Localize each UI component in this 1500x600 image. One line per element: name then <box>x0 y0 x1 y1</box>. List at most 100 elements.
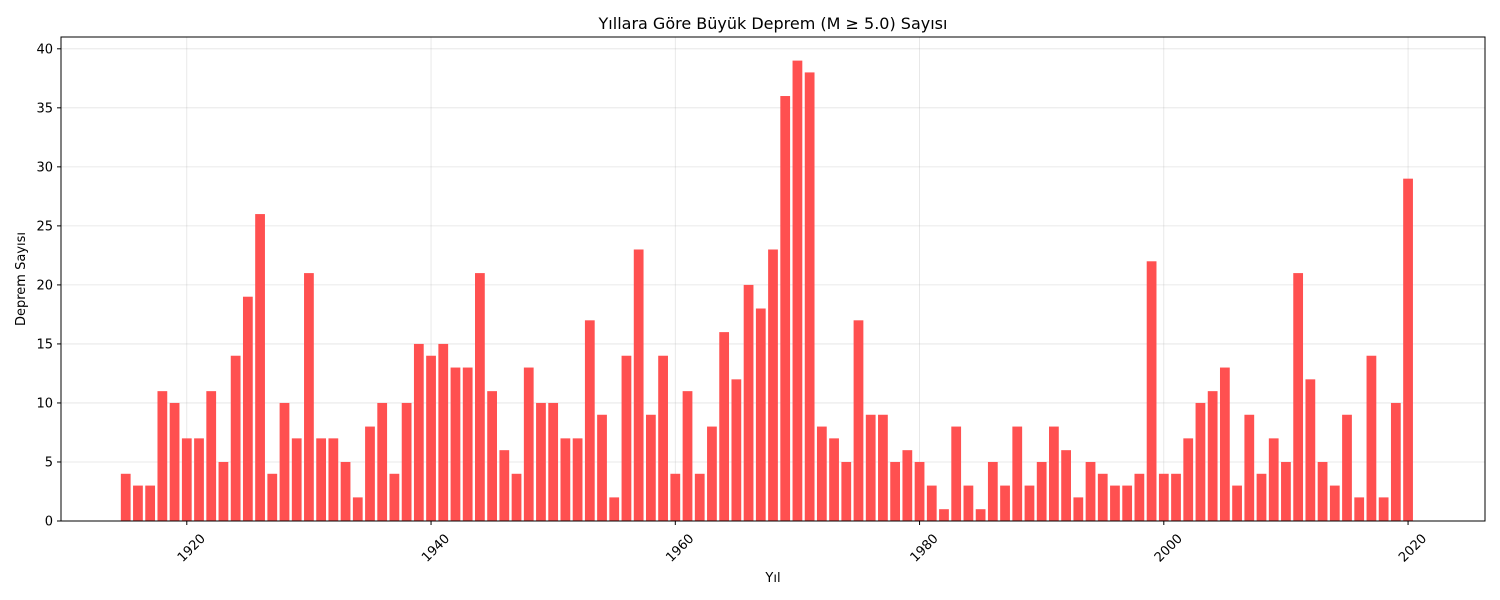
bar-1989 <box>1024 485 1035 521</box>
bar-1982 <box>939 509 949 521</box>
bar-1976 <box>865 414 876 521</box>
bar-1944 <box>475 273 485 521</box>
bar-1948 <box>523 367 534 521</box>
y-tick-label: 25 <box>36 219 53 234</box>
bar-1973 <box>829 438 839 521</box>
bar-1930 <box>304 273 314 521</box>
x-tick-label: 1940 <box>419 531 453 565</box>
bar-1941 <box>438 343 449 521</box>
bar-2005 <box>1219 367 1230 521</box>
bar-1977 <box>878 414 888 521</box>
bar-1949 <box>536 402 546 521</box>
bar-2010 <box>1281 461 1291 521</box>
bar-2019 <box>1390 402 1401 521</box>
bar-2004 <box>1207 391 1218 521</box>
bar-1946 <box>499 450 510 521</box>
bar-1933 <box>340 461 351 521</box>
bar-2011 <box>1293 273 1304 521</box>
bar-1925 <box>242 296 253 521</box>
bar-2014 <box>1329 485 1340 521</box>
bar-1980 <box>914 461 925 521</box>
bar-1988 <box>1012 426 1023 521</box>
x-tick-label: 1980 <box>908 531 942 565</box>
bar-1932 <box>328 438 339 521</box>
bar-1996 <box>1110 485 1120 521</box>
bar-1931 <box>316 438 327 521</box>
bar-1923 <box>218 461 229 521</box>
bar-1965 <box>731 379 742 521</box>
bar-2006 <box>1232 485 1242 521</box>
y-tick-label: 5 <box>45 455 53 470</box>
bar-1990 <box>1036 461 1047 521</box>
bar-2013 <box>1317 461 1328 521</box>
bar-1936 <box>377 402 388 521</box>
bar-1960 <box>670 473 681 521</box>
bar-1956 <box>621 355 632 521</box>
bar-1962 <box>694 473 705 521</box>
bar-2017 <box>1366 355 1377 521</box>
bar-1919 <box>169 402 180 521</box>
bar-1997 <box>1122 485 1133 521</box>
bar-2009 <box>1268 438 1279 521</box>
bar-1981 <box>926 485 937 521</box>
bar-1926 <box>255 214 265 521</box>
bar-2020 <box>1403 178 1413 521</box>
bar-1966 <box>743 284 754 521</box>
y-tick-label: 0 <box>45 515 53 530</box>
bar-1998 <box>1134 473 1145 521</box>
y-tick-label: 20 <box>36 278 53 293</box>
bar-1916 <box>133 485 143 521</box>
bar-1974 <box>841 461 852 521</box>
bars <box>120 60 1413 522</box>
bar-1969 <box>780 96 791 522</box>
bar-1947 <box>511 473 522 521</box>
bar-2016 <box>1354 497 1365 521</box>
bar-1991 <box>1049 426 1059 521</box>
plot-frame <box>60 36 1486 522</box>
bar-1995 <box>1097 473 1108 521</box>
bar-1985 <box>975 509 986 521</box>
bar-1934 <box>352 497 363 521</box>
bar-1984 <box>963 485 974 521</box>
bar-1927 <box>267 473 278 521</box>
bar-1992 <box>1061 450 1071 521</box>
bar-1957 <box>633 249 644 522</box>
bar-1961 <box>682 391 693 521</box>
bar-1950 <box>548 402 559 521</box>
y-tick-label: 10 <box>36 396 53 411</box>
bar-1955 <box>609 497 620 521</box>
bar-1979 <box>902 450 913 521</box>
bar-1964 <box>719 332 730 521</box>
bar-1915 <box>120 473 131 521</box>
x-tick-label: 2020 <box>1396 531 1430 565</box>
y-tick-label: 15 <box>36 337 53 352</box>
y-tick-label: 30 <box>36 160 53 175</box>
bar-1938 <box>401 402 412 521</box>
x-axis-label: Yıl <box>764 571 780 586</box>
bar-1994 <box>1085 461 1096 521</box>
bar-1954 <box>597 414 607 521</box>
bar-1972 <box>816 426 827 521</box>
bar-1987 <box>1000 485 1010 521</box>
bar-1975 <box>853 320 864 521</box>
bar-1953 <box>584 320 595 521</box>
bar-1918 <box>157 391 168 521</box>
bar-2008 <box>1256 473 1267 521</box>
bar-1951 <box>560 438 571 521</box>
bar-1943 <box>462 367 473 521</box>
bar-1993 <box>1073 497 1084 521</box>
bar-2012 <box>1305 379 1316 521</box>
bar-1921 <box>194 438 204 521</box>
bar-1922 <box>206 391 217 521</box>
x-tick-label: 2000 <box>1152 531 1186 565</box>
y-tick-label: 40 <box>36 42 53 57</box>
bar-1940 <box>426 355 436 521</box>
x-tick-label: 1920 <box>175 531 209 565</box>
bar-1942 <box>450 367 461 521</box>
bar-1983 <box>951 426 962 521</box>
bar-1971 <box>804 72 815 521</box>
bar-1963 <box>707 426 717 521</box>
y-axis-label: Deprem Sayısı <box>14 232 29 326</box>
grid-lines <box>61 37 1485 522</box>
